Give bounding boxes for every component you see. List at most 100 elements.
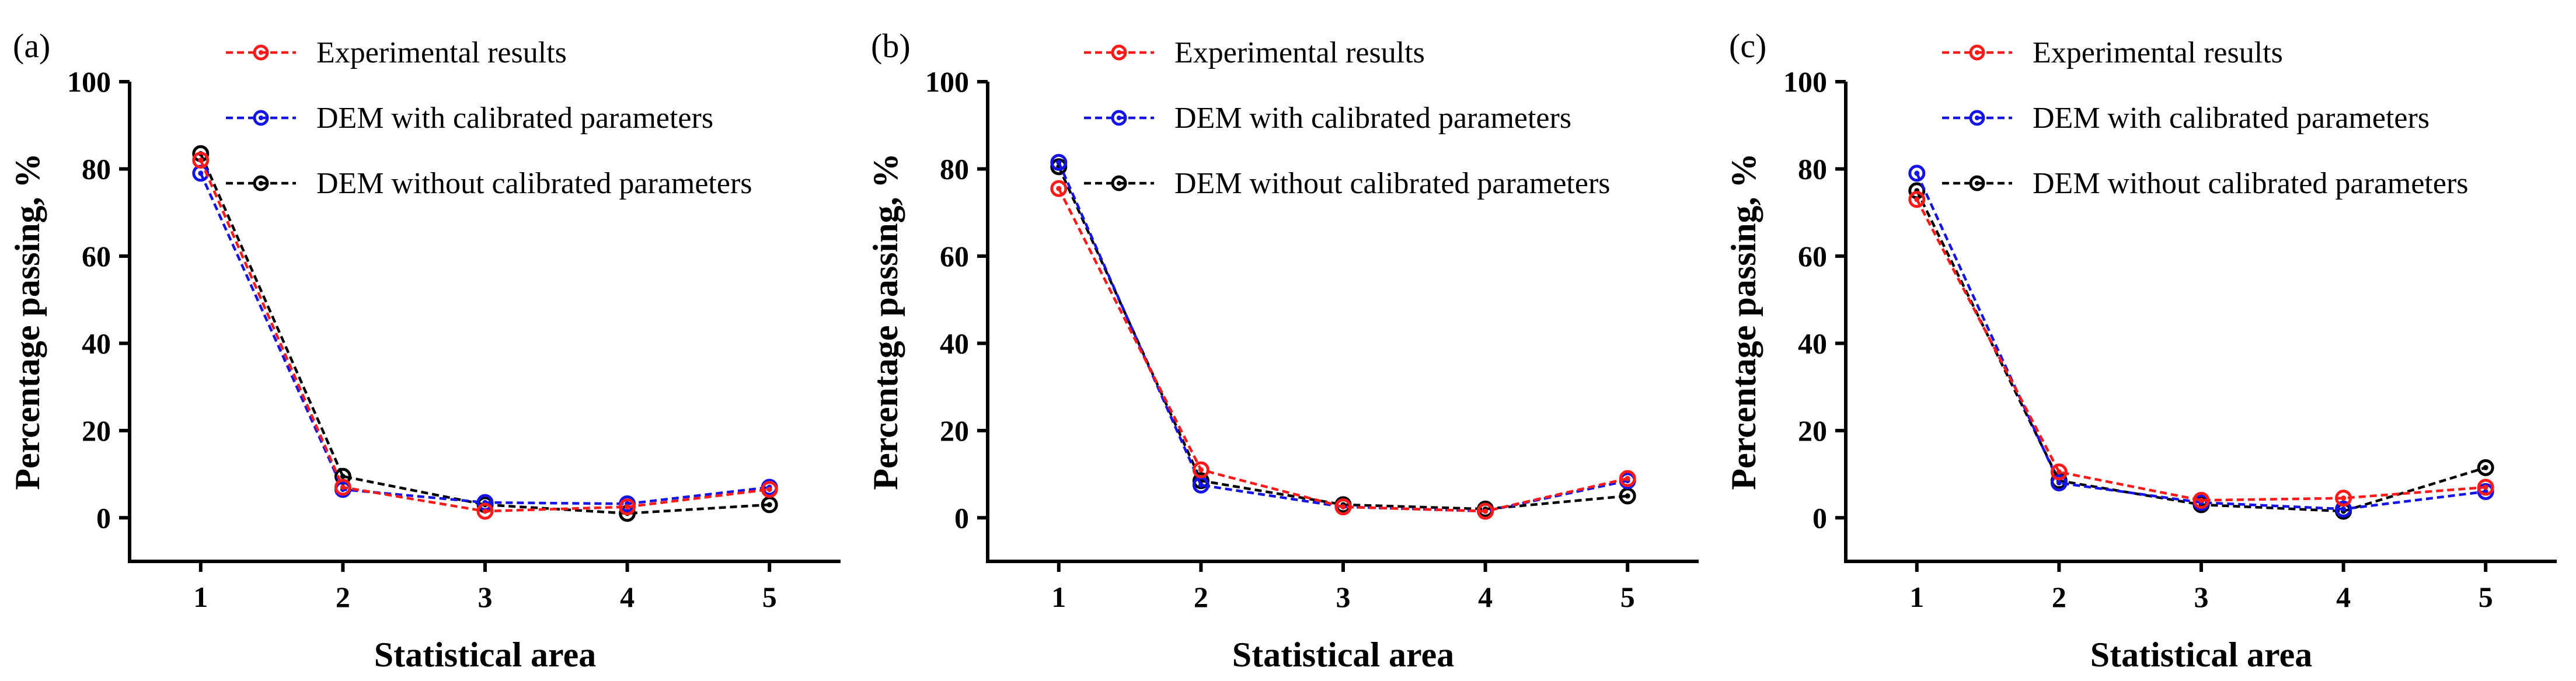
series-uncalibrated	[192, 145, 778, 522]
data-point-experimental	[761, 481, 778, 498]
x-tick-label: 2	[2052, 581, 2066, 613]
legend-marker	[1969, 175, 1985, 191]
x-axis-title: Statistical area	[2090, 635, 2312, 674]
x-tick-label: 1	[1909, 581, 1924, 613]
data-point-center	[2198, 497, 2204, 503]
legend-item-uncalibrated: DEM without calibrated parameters	[226, 167, 752, 200]
legend-label: DEM without calibrated parameters	[2033, 167, 2469, 200]
legend-item-calibrated: DEM with calibrated parameters	[226, 102, 713, 135]
legend-marker-center	[1117, 181, 1121, 186]
legend-label: Experimental results	[2033, 36, 2283, 69]
y-tick-label: 40	[940, 327, 969, 359]
legend-marker	[253, 44, 269, 61]
legend-label: DEM without calibrated parameters	[316, 167, 752, 200]
y-tick-label: 80	[82, 152, 111, 185]
data-point-calibrated	[2050, 474, 2068, 491]
x-tick-label: 3	[478, 581, 493, 613]
legend: Experimental results DEM with calibrated …	[1084, 36, 1611, 200]
x-tick-label: 4	[1478, 581, 1493, 613]
data-point-center	[2341, 506, 2347, 512]
legend-item-experimental: Experimental results	[1084, 36, 1425, 69]
y-axis-title: Percentage passing, %	[8, 153, 47, 490]
y-tick-label: 0	[96, 501, 111, 534]
data-point-center	[1340, 504, 1346, 510]
data-point-center	[340, 473, 346, 479]
y-tick-label: 40	[82, 327, 111, 359]
data-point-center	[1914, 170, 1920, 176]
data-point-calibrated	[1050, 153, 1068, 171]
legend-marker-center	[259, 116, 263, 120]
data-point-calibrated	[2335, 500, 2352, 518]
chart-panel-c: 0 20 40 60 80 100 1 2 3 4 5 Statistical area Percent…	[1724, 27, 2557, 674]
legend-marker-center	[259, 50, 263, 55]
legend-label: Experimental results	[316, 36, 567, 69]
data-point-center	[198, 158, 204, 163]
legend-marker-center	[1975, 181, 1979, 186]
data-point-experimental	[1050, 180, 1068, 197]
legend-item-uncalibrated: DEM without calibrated parameters	[1942, 167, 2469, 200]
data-point-experimental	[2477, 479, 2494, 496]
data-point-experimental	[476, 502, 494, 520]
data-point-center	[198, 170, 204, 176]
legend-marker-center	[1975, 116, 1979, 120]
panel-label: (c)	[1729, 27, 1766, 65]
legend-marker	[1969, 44, 1985, 61]
series-calibrated	[1050, 153, 1636, 520]
y-tick-label: 20	[82, 414, 111, 447]
data-point-experimental	[2335, 490, 2352, 507]
data-point-experimental	[334, 479, 351, 496]
legend-marker	[1969, 110, 1985, 126]
y-tick-label: 60	[1798, 240, 1827, 273]
data-point-center	[1056, 159, 1062, 165]
y-axis-title: Percentage passing, %	[866, 153, 905, 490]
series-line-experimental	[1057, 188, 1628, 513]
data-point-center	[482, 508, 488, 514]
series-experimental	[1050, 180, 1636, 520]
x-tick-label: 4	[620, 581, 635, 613]
x-tick-label: 5	[1620, 581, 1635, 613]
legend-label: DEM with calibrated parameters	[316, 102, 713, 135]
x-tick-label: 2	[1194, 581, 1208, 613]
y-tick-label: 100	[925, 65, 969, 98]
series-experimental	[1908, 191, 2494, 509]
data-point-center	[766, 502, 772, 508]
data-point-experimental	[1477, 502, 1494, 520]
data-point-center	[2341, 495, 2347, 501]
y-tick-label: 80	[1798, 152, 1827, 185]
y-tick-label: 20	[940, 414, 969, 447]
series-line-experimental	[1915, 198, 2486, 502]
legend-item-uncalibrated: DEM without calibrated parameters	[1084, 167, 1611, 200]
legend-item-calibrated: DEM with calibrated parameters	[1084, 102, 1571, 135]
chart-panel-a: 0 20 40 60 80 100 1 2 3 4 5 Statistical area Percent…	[8, 27, 841, 674]
series-line-experimental	[199, 159, 770, 513]
data-point-center	[340, 484, 346, 490]
x-axis-title: Statistical area	[1232, 635, 1454, 674]
y-tick-label: 40	[1798, 327, 1827, 359]
data-point-center	[1198, 467, 1204, 473]
legend-marker-center	[259, 181, 263, 186]
data-point-center	[1056, 186, 1062, 191]
y-tick-label: 20	[1798, 414, 1827, 447]
legend-label: DEM with calibrated parameters	[1174, 102, 1571, 135]
legend-marker-center	[1975, 50, 1979, 55]
y-tick-label: 0	[954, 501, 969, 534]
panel-label: (b)	[871, 27, 911, 65]
series-calibrated	[1908, 165, 2494, 518]
data-point-experimental	[192, 152, 210, 169]
legend-marker	[253, 175, 269, 191]
legend-item-calibrated: DEM with calibrated parameters	[1942, 102, 2429, 135]
data-point-center	[2483, 465, 2488, 470]
legend: Experimental results DEM with calibrated …	[1942, 36, 2469, 200]
panel-label: (a)	[13, 27, 50, 65]
legend-item-experimental: Experimental results	[226, 36, 567, 69]
series-line-uncalibrated	[1915, 190, 2486, 513]
data-point-center	[1625, 476, 1630, 481]
data-point-center	[625, 504, 630, 510]
data-point-experimental	[1619, 470, 1636, 487]
legend-marker-center	[1117, 50, 1121, 55]
data-point-center	[1625, 493, 1630, 499]
series-line-uncalibrated	[199, 153, 770, 515]
data-point-center	[1914, 197, 1920, 202]
x-tick-label: 5	[762, 581, 777, 613]
